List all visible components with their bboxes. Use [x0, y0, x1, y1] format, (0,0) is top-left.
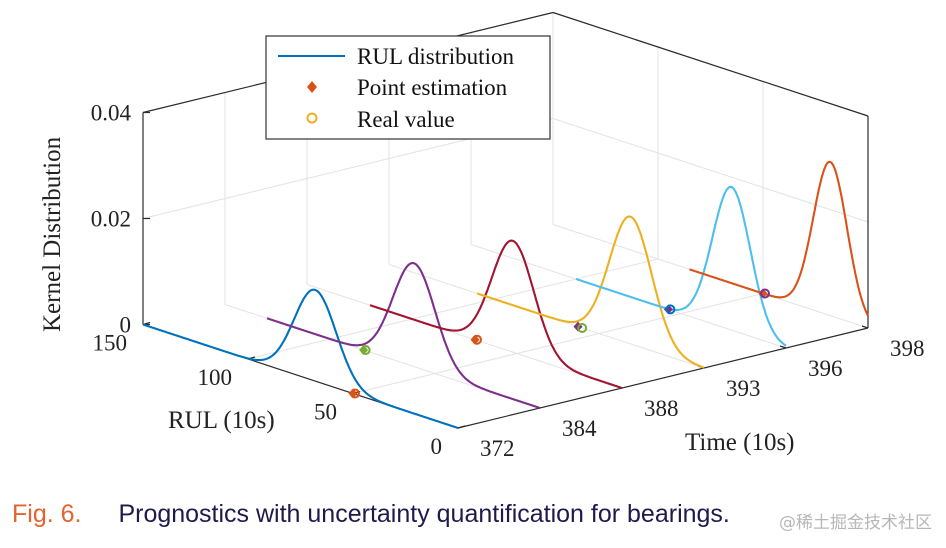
grid-line — [352, 293, 764, 394]
x-tick-label: 384 — [562, 416, 597, 441]
x-tick-label: 393 — [726, 376, 761, 401]
series-lines — [142, 160, 869, 430]
y-tick-label: 100 — [198, 365, 233, 390]
real-value-marker — [350, 388, 360, 399]
legend-diamond-icon — [307, 81, 317, 93]
grid-line — [247, 258, 659, 360]
rul-distribution-line — [575, 185, 787, 347]
z-tick-label: 0 — [120, 313, 132, 338]
x-axis-title: Time (10s) — [685, 429, 795, 456]
z-tick-label: 0.02 — [91, 207, 131, 232]
legend-label-point: Point estimation — [357, 75, 508, 100]
y-axis-title: RUL (10s) — [168, 407, 275, 434]
legend-label-rul: RUL distribution — [357, 44, 514, 69]
legend-label-real: Real value — [357, 107, 455, 132]
rul-distribution-line — [369, 239, 623, 390]
rul-distribution-line — [689, 160, 869, 317]
real-value-marker — [665, 304, 676, 315]
z-tick-label: 0.04 — [91, 101, 132, 126]
real-value-marker — [360, 345, 371, 356]
y-tick-label: 0 — [431, 434, 443, 459]
z-axis-title: Kernel Distribution — [39, 136, 66, 332]
real-value-marker — [577, 322, 588, 333]
grid-line — [306, 284, 623, 389]
x-axis-line — [457, 327, 869, 429]
figure-caption: Fig. 6. Prognostics with uncertainty qua… — [12, 500, 730, 529]
y-tick-label: 50 — [314, 400, 337, 425]
rul-distribution-line — [476, 215, 705, 369]
x-tick-label: 372 — [480, 436, 515, 461]
legend-circle-icon — [306, 112, 318, 124]
x-tick-label: 396 — [808, 356, 843, 381]
x-tick-mark — [861, 325, 869, 329]
figure-label: Fig. 6. — [12, 500, 82, 528]
legend: RUL distribution Point estimation Real v… — [265, 35, 551, 140]
grid-line — [552, 118, 869, 223]
rul-distribution-line — [266, 261, 541, 410]
caption-text: Prognostics with uncertainty quantificat… — [118, 500, 730, 528]
x-tick-mark — [779, 345, 787, 349]
y-tick-label: 150 — [93, 331, 128, 356]
real-value-marker — [472, 334, 482, 345]
y-tick-mark — [457, 425, 466, 429]
rul-distribution-line — [142, 288, 459, 430]
watermark: @稀土掘金技术社区 — [779, 513, 932, 533]
x-tick-label: 398 — [890, 336, 925, 361]
real-value-marker — [760, 288, 770, 299]
x-tick-label: 388 — [644, 396, 679, 421]
markers — [348, 288, 770, 399]
box-edge — [552, 11, 869, 117]
